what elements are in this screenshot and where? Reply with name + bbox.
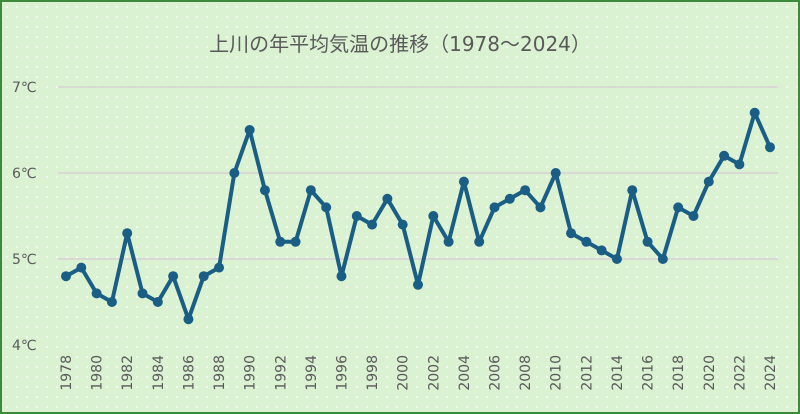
data-point-1982 <box>122 228 133 239</box>
x-tick-label: 2018 <box>671 355 687 391</box>
data-point-2016 <box>642 236 653 247</box>
data-point-2010 <box>550 168 561 178</box>
data-point-1992 <box>275 236 286 247</box>
data-point-1998 <box>367 219 378 230</box>
data-point-2003 <box>443 236 454 247</box>
data-point-2015 <box>627 185 638 196</box>
data-point-1994 <box>305 185 316 196</box>
data-point-1986 <box>183 314 194 325</box>
data-point-2012 <box>581 236 592 247</box>
data-point-1991 <box>259 185 270 196</box>
data-point-2020 <box>703 176 714 187</box>
data-point-2000 <box>397 219 408 230</box>
x-tick-label: 2010 <box>549 355 565 391</box>
x-tick-label: 2004 <box>457 355 473 391</box>
data-point-2018 <box>673 202 684 213</box>
x-tick-label: 2014 <box>610 355 626 391</box>
x-tick-label: 1982 <box>120 355 136 391</box>
x-tick-label: 1990 <box>243 355 259 391</box>
data-point-1979 <box>76 262 87 273</box>
x-tick-label: 2002 <box>426 355 442 391</box>
data-point-2019 <box>688 211 699 221</box>
x-tick-label: 2008 <box>518 355 534 391</box>
data-point-1996 <box>336 271 347 282</box>
data-point-1985 <box>168 271 179 282</box>
data-point-1988 <box>214 262 225 273</box>
data-point-1981 <box>106 297 117 307</box>
x-tick-label: 2020 <box>702 355 718 391</box>
y-tick-label: 5℃ <box>12 252 37 268</box>
data-point-2014 <box>611 254 622 264</box>
data-point-2007 <box>504 193 515 204</box>
x-tick-label: 2000 <box>396 355 412 391</box>
data-point-1995 <box>321 202 332 213</box>
data-point-2009 <box>535 202 546 213</box>
x-tick-label: 1988 <box>212 355 228 391</box>
data-point-1987 <box>198 271 209 282</box>
data-point-2008 <box>520 185 531 196</box>
data-point-1978 <box>61 271 71 282</box>
data-point-2017 <box>657 254 668 264</box>
data-point-1997 <box>351 211 362 221</box>
x-tick-label: 2006 <box>488 355 504 391</box>
data-point-1993 <box>290 236 301 247</box>
data-point-1999 <box>382 193 393 204</box>
data-point-1989 <box>229 168 240 178</box>
x-tick-label: 2016 <box>641 355 657 391</box>
data-point-1990 <box>244 125 255 135</box>
data-point-2021 <box>719 150 730 161</box>
chart-title: 上川の年平均気温の推移（1978～2024） <box>209 32 591 56</box>
data-point-2013 <box>596 245 607 256</box>
x-tick-label: 1998 <box>365 355 381 391</box>
x-tick-label: 1994 <box>304 355 320 391</box>
x-tick-label: 1978 <box>59 355 75 391</box>
data-point-2002 <box>428 211 439 221</box>
data-point-2001 <box>413 279 423 290</box>
x-tick-label: 1980 <box>90 355 106 391</box>
data-point-2005 <box>474 236 485 247</box>
data-point-1980 <box>91 288 102 299</box>
data-point-1983 <box>137 288 148 299</box>
y-tick-label: 4℃ <box>12 338 37 354</box>
data-point-2024 <box>765 142 775 153</box>
x-tick-label: 1984 <box>151 355 167 391</box>
x-tick-label: 2024 <box>763 355 779 391</box>
data-point-1984 <box>152 297 163 307</box>
x-tick-label: 1992 <box>273 355 289 391</box>
data-point-2023 <box>749 107 760 118</box>
data-point-2022 <box>734 159 745 170</box>
x-tick-label: 1996 <box>334 355 350 391</box>
y-tick-label: 6℃ <box>12 166 37 182</box>
data-point-2006 <box>489 202 500 213</box>
y-tick-label: 7℃ <box>12 80 37 96</box>
x-tick-label: 1986 <box>181 355 197 391</box>
x-tick-label: 2012 <box>579 355 595 391</box>
data-point-2011 <box>566 228 577 239</box>
x-tick-label: 2022 <box>732 355 748 391</box>
data-point-2004 <box>458 176 469 187</box>
